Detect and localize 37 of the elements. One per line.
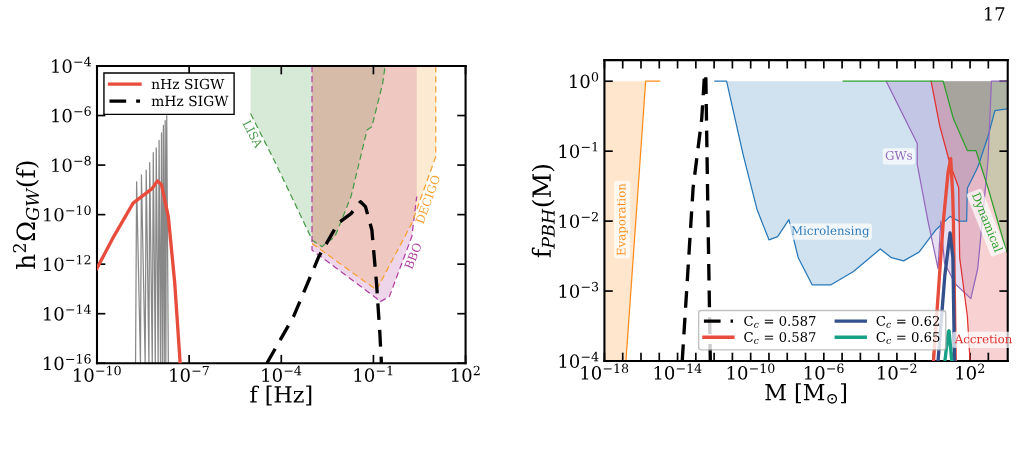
x-tick-label: 10$^{−10}$ <box>727 363 775 380</box>
annotation: BBO <box>404 242 423 270</box>
y-tick-label: 10$^{−10}$ <box>43 205 91 222</box>
legend-label: C$_{c}$ = 0.587 <box>744 331 816 344</box>
annotation: Evaporation <box>616 183 628 256</box>
y-axis-title: f$_{PBH}$(M) <box>531 165 555 258</box>
x-tick-label: 10$^{−1}$ <box>354 365 393 382</box>
x-tick-label: 10$^{−18}$ <box>581 363 629 380</box>
annotation: Microlensing <box>791 225 870 238</box>
legend-label: C$_{c}$ = 0.587 <box>744 315 816 328</box>
x-tick-label: 10$^{−4}$ <box>262 365 302 382</box>
x-tick-label: 10$^{−7}$ <box>170 365 209 382</box>
legend-label: C$_{c}$ = 0.65 <box>876 331 940 344</box>
y-axis-title: h$^{2}$Ω$_{GW}$(f) <box>12 161 40 269</box>
y-tick-label: 10$^{−8}$ <box>52 155 91 173</box>
y-tick-label: 10$^{−4}$ <box>52 56 92 73</box>
x-axis-title: f [Hz] <box>250 385 312 406</box>
x-tick-label: 10$^{2}$ <box>451 365 480 382</box>
legend-label: nHz SIGW <box>151 78 225 90</box>
y-tick-label: 10$^{−3}$ <box>559 281 599 299</box>
annotation: LISA <box>242 119 264 149</box>
y-tick-label: 10$^{−6}$ <box>52 106 91 123</box>
annotation: GWs <box>885 150 913 160</box>
x-axis-title: M [M$_{⊙}$] <box>765 383 846 404</box>
x-tick-label: 10$^{−6}$ <box>804 363 844 380</box>
y-tick-label: 10$^{−1}$ <box>559 141 598 159</box>
x-tick-label: 10$^{2}$ <box>956 363 985 380</box>
legend-label: C$_{c}$ = 0.62 <box>876 315 940 328</box>
annotation: Accretion <box>954 334 1013 344</box>
y-tick-label: 10$^{0}$ <box>570 72 599 89</box>
x-tick-label: 10$^{−14}$ <box>654 363 702 380</box>
y-tick-label: 10$^{−2}$ <box>559 211 598 229</box>
legend-label: mHz SIGW <box>151 95 229 107</box>
x-tick-label: 10$^{−2}$ <box>878 363 917 380</box>
text: 17 <box>984 7 1005 21</box>
y-tick-label: 10$^{−14}$ <box>43 304 91 321</box>
y-tick-label: 10$^{−12}$ <box>43 254 91 272</box>
